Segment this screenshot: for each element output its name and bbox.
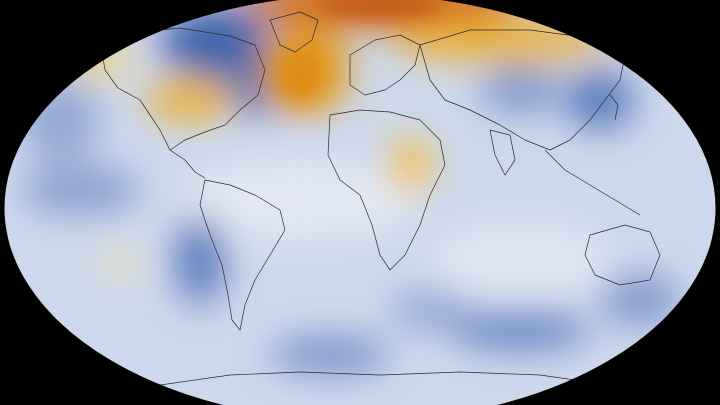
central-america-outline (169, 149, 206, 179)
warm-anomaly (102, 250, 138, 274)
warm-anomaly (388, 137, 432, 193)
southeast-asia-outline (544, 149, 641, 216)
cold-anomaly (450, 310, 590, 350)
neutral-band (180, 160, 420, 240)
warm-anomaly (145, 78, 235, 122)
asia-outline (419, 29, 626, 151)
australia-outline (584, 224, 661, 286)
cold-anomaly (565, 70, 635, 130)
hot-core-layer (278, 0, 440, 100)
hot-core (278, 50, 322, 100)
coastlines (99, 11, 661, 386)
south-america-outline (199, 179, 286, 331)
antarctica-outline (159, 371, 611, 386)
cold-anomaly (270, 337, 390, 373)
greenland-outline (269, 11, 319, 53)
india-outline (489, 129, 516, 176)
cold-anomaly (600, 275, 680, 325)
globe-edge (3, 0, 717, 405)
cold-anomaly (175, 215, 225, 305)
cold-anomaly (160, 7, 270, 77)
cold-anomaly (480, 68, 560, 112)
neutral-band (430, 220, 610, 300)
warm-anomaly (240, 0, 520, 28)
cold-anomaly (20, 165, 140, 215)
cold-anomaly (390, 292, 470, 328)
north-america-outline (99, 27, 266, 151)
hot-core (320, 0, 440, 17)
japan-outline (609, 94, 619, 121)
africa-outline (327, 109, 446, 271)
anomaly-layer (20, 0, 680, 373)
europe-outline (349, 34, 421, 96)
